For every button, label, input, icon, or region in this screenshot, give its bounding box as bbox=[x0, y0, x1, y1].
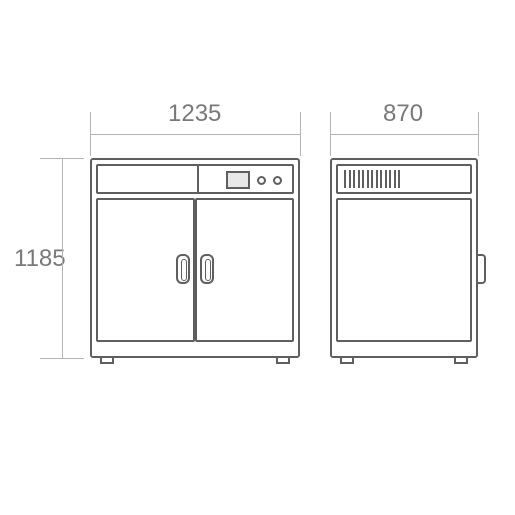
control-knob-icon bbox=[257, 176, 266, 185]
dim-tick bbox=[330, 112, 331, 156]
dim-line-height bbox=[62, 158, 63, 358]
dim-line-side-depth bbox=[330, 134, 478, 135]
dim-tick bbox=[40, 358, 84, 359]
drawing-canvas: 1235 870 1185 bbox=[0, 0, 515, 515]
side-door bbox=[336, 198, 472, 342]
side-handle-icon bbox=[478, 254, 486, 284]
dim-label-height: 1185 bbox=[14, 245, 66, 273]
dim-tick bbox=[90, 112, 91, 156]
dim-tick bbox=[40, 158, 84, 159]
foot-icon bbox=[340, 356, 354, 364]
dim-label-side-depth: 870 bbox=[383, 100, 423, 128]
control-knob-icon bbox=[273, 176, 282, 185]
display-screen-icon bbox=[226, 171, 250, 189]
front-top-panel bbox=[96, 164, 294, 194]
dim-line-front-width bbox=[90, 134, 300, 135]
side-view bbox=[330, 158, 478, 358]
vent-grille-icon bbox=[344, 170, 400, 188]
door-handle-icon bbox=[200, 254, 214, 284]
front-view bbox=[90, 158, 300, 358]
dim-tick bbox=[300, 112, 301, 156]
panel-divider bbox=[197, 166, 199, 192]
door-handle-icon bbox=[176, 254, 190, 284]
foot-icon bbox=[276, 356, 290, 364]
foot-icon bbox=[100, 356, 114, 364]
dim-tick bbox=[478, 112, 479, 156]
foot-icon bbox=[454, 356, 468, 364]
dim-label-front-width: 1235 bbox=[168, 100, 221, 128]
